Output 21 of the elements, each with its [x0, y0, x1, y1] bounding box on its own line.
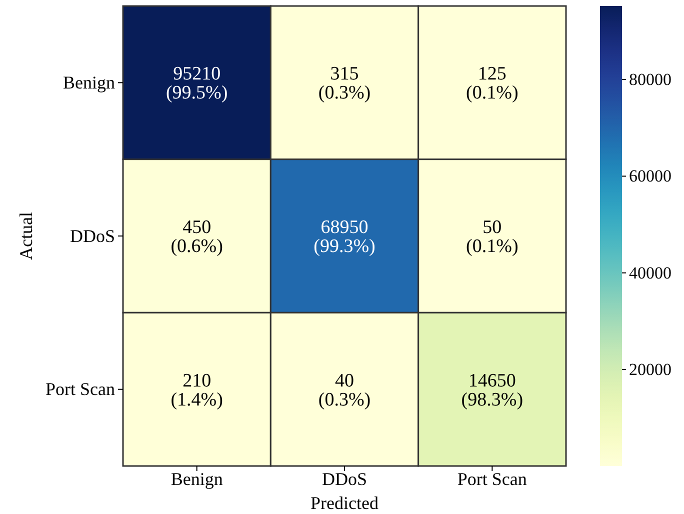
data-label: 450 (0.6%) [170, 217, 223, 257]
y-tick-label: Port Scan [46, 379, 115, 400]
color-bar-label: 80000 [629, 70, 672, 89]
x-axis-title: Predicted [310, 493, 378, 513]
data-label: 210 (1.4%) [170, 370, 223, 410]
data-label: 95210 (99.5%) [166, 64, 228, 104]
data-label: 315 (0.3%) [318, 64, 371, 104]
y-tick-label: DDoS [70, 226, 115, 246]
data-label: 40 (0.3%) [318, 370, 371, 410]
data-label: 125 (0.1%) [466, 64, 518, 104]
data-label: 50 (0.1%) [466, 217, 518, 257]
y-tick-label: Benign [63, 72, 115, 92]
x-tick-label: DDoS [322, 468, 368, 489]
y-axis-title: Actual [16, 212, 36, 260]
color-bar-label: 20000 [629, 360, 672, 379]
x-tick-label: Benign [170, 468, 223, 489]
data-label: 68950 (99.3%) [314, 217, 376, 257]
x-tick-label: Port Scan [457, 468, 527, 489]
color-bar-label: 40000 [629, 263, 672, 282]
color-bar-label: 60000 [629, 166, 672, 186]
data-label: 14650 (98.3%) [461, 370, 524, 410]
